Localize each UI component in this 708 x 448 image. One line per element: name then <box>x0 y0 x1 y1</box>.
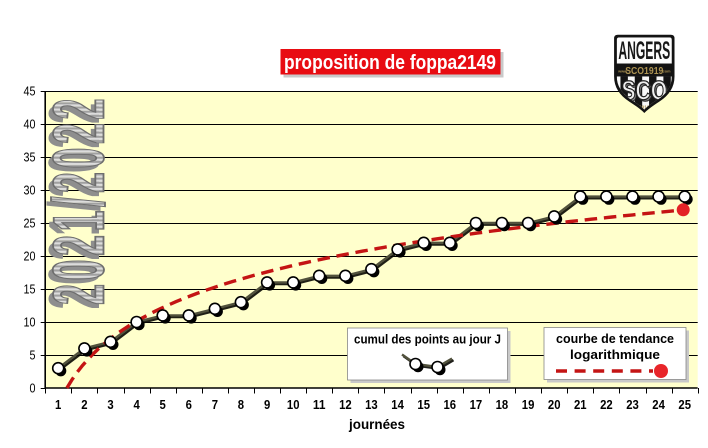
svg-text:com: com <box>663 69 671 73</box>
svg-text:21: 21 <box>574 397 587 412</box>
svg-text:www: www <box>617 69 627 73</box>
svg-text:35: 35 <box>24 150 36 165</box>
svg-text:15: 15 <box>417 397 430 412</box>
svg-text:20: 20 <box>24 249 36 264</box>
svg-text:25: 25 <box>24 216 36 231</box>
svg-text:ANGERS: ANGERS <box>618 37 670 65</box>
svg-text:19: 19 <box>522 397 535 412</box>
svg-text:0: 0 <box>30 381 36 396</box>
svg-text:3: 3 <box>107 397 113 412</box>
svg-text:15: 15 <box>24 282 36 297</box>
svg-text:16: 16 <box>444 397 457 412</box>
svg-text:23: 23 <box>626 397 639 412</box>
svg-text:SCO1919: SCO1919 <box>625 66 664 77</box>
svg-text:cumul des points au jour J: cumul des points au jour J <box>354 332 501 347</box>
svg-text:10: 10 <box>287 397 300 412</box>
svg-text:30: 30 <box>24 183 36 198</box>
svg-text:courbe de tendance: courbe de tendance <box>556 331 674 346</box>
svg-text:22: 22 <box>600 397 613 412</box>
svg-text:24: 24 <box>652 397 665 412</box>
svg-text:8: 8 <box>238 397 244 412</box>
svg-text:9: 9 <box>264 397 270 412</box>
svg-text:5: 5 <box>30 348 36 363</box>
svg-text:18: 18 <box>496 397 509 412</box>
svg-text:12: 12 <box>339 397 352 412</box>
svg-text:4: 4 <box>133 397 140 412</box>
svg-text:2021/2022: 2021/2022 <box>34 99 115 309</box>
svg-text:13: 13 <box>365 397 378 412</box>
svg-text:1: 1 <box>55 397 61 412</box>
svg-text:25: 25 <box>678 397 691 412</box>
svg-text:45: 45 <box>24 84 36 99</box>
svg-text:40: 40 <box>24 117 36 132</box>
svg-text:2: 2 <box>81 397 87 412</box>
svg-text:journées: journées <box>348 416 405 432</box>
svg-text:1919: 1919 <box>639 104 650 109</box>
svg-text:7: 7 <box>212 397 218 412</box>
svg-text:17: 17 <box>470 397 483 412</box>
svg-text:6: 6 <box>186 397 192 412</box>
svg-text:11: 11 <box>313 397 326 412</box>
svg-text:2021/2022: 2021/2022 <box>38 95 119 305</box>
svg-text:5: 5 <box>160 397 166 412</box>
svg-text:proposition de foppa2149: proposition de foppa2149 <box>284 52 496 74</box>
svg-text:14: 14 <box>391 397 404 412</box>
svg-text:logarithmique: logarithmique <box>570 347 660 362</box>
svg-text:10: 10 <box>24 315 36 330</box>
svg-text:20: 20 <box>548 397 561 412</box>
